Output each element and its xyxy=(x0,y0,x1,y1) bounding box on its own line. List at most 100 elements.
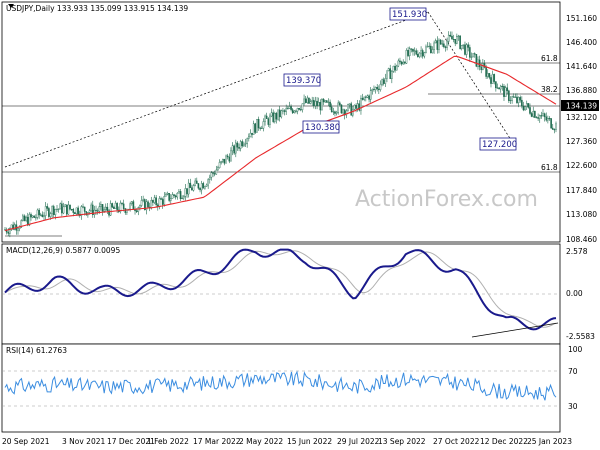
svg-text:151.930: 151.930 xyxy=(392,10,427,20)
candle xyxy=(246,138,248,144)
candle xyxy=(413,50,416,52)
macd-plot xyxy=(4,248,559,338)
candle xyxy=(366,95,369,98)
candle xyxy=(189,182,192,188)
candle xyxy=(360,97,362,111)
candle xyxy=(412,48,414,52)
candle xyxy=(358,103,361,111)
rising-trendline xyxy=(4,11,429,168)
y-tick: 141.640 xyxy=(566,62,597,71)
candle xyxy=(407,50,409,56)
x-tick: 3 Nov 2021 xyxy=(62,437,105,446)
candle xyxy=(90,204,92,211)
x-tick: 15 Jun 2022 xyxy=(287,437,332,446)
y-tick: 132.120 xyxy=(566,113,597,122)
candle xyxy=(478,59,481,68)
candle xyxy=(335,112,338,114)
candle xyxy=(454,39,457,44)
candle xyxy=(121,202,123,205)
candle xyxy=(155,197,157,206)
x-tick: 1 Feb 2022 xyxy=(147,437,189,446)
candle xyxy=(490,77,492,84)
candle xyxy=(230,150,232,162)
candle xyxy=(491,74,494,84)
panel-menu-icon[interactable] xyxy=(8,4,14,8)
candle xyxy=(186,188,188,195)
candle xyxy=(330,106,333,113)
rsi-panel xyxy=(1,343,561,433)
candle xyxy=(74,212,76,215)
candle xyxy=(166,193,169,195)
candle xyxy=(140,200,143,206)
candle xyxy=(169,198,172,201)
candle xyxy=(7,231,10,234)
x-tick: 25 Jan 2023 xyxy=(527,437,572,446)
candle xyxy=(493,74,496,82)
candle xyxy=(249,132,252,138)
candle xyxy=(9,228,11,234)
candle xyxy=(511,96,513,101)
candle xyxy=(296,107,299,112)
candle xyxy=(88,210,91,213)
candle xyxy=(204,186,206,189)
rsi-plot xyxy=(4,370,557,401)
x-tick: 17 Dec 2021 xyxy=(107,437,155,446)
candle xyxy=(220,161,222,163)
candle xyxy=(352,108,354,116)
candle xyxy=(152,200,154,203)
candle xyxy=(62,206,65,214)
macd-line xyxy=(4,248,557,331)
candle xyxy=(433,42,435,50)
candle xyxy=(184,188,187,197)
candle xyxy=(512,96,515,98)
candle xyxy=(275,113,278,120)
candle xyxy=(218,162,221,168)
candle xyxy=(44,206,47,216)
candle xyxy=(469,47,471,58)
y-tick: 117.840 xyxy=(566,186,597,195)
candle xyxy=(389,68,392,79)
candle xyxy=(82,206,84,208)
candle xyxy=(72,209,75,213)
candle xyxy=(259,127,261,129)
candle xyxy=(543,113,546,118)
candle xyxy=(337,102,340,113)
candle xyxy=(553,129,556,131)
candle xyxy=(194,180,196,186)
candle xyxy=(415,50,418,55)
candle xyxy=(426,46,429,48)
candle xyxy=(69,204,71,210)
candle xyxy=(274,113,276,122)
candle xyxy=(387,68,390,72)
candle xyxy=(202,183,205,189)
candle xyxy=(85,211,88,216)
candle xyxy=(132,201,135,210)
candle xyxy=(67,204,70,215)
candle xyxy=(267,118,270,125)
candle xyxy=(145,201,148,211)
y-tick: 151.160 xyxy=(566,14,597,23)
candle xyxy=(431,49,434,54)
candle xyxy=(83,206,86,212)
candle xyxy=(470,56,473,58)
candle xyxy=(480,66,483,70)
candle xyxy=(339,102,341,106)
candle xyxy=(205,184,208,187)
candle xyxy=(244,143,247,145)
candle xyxy=(374,87,377,90)
candle xyxy=(98,206,101,212)
candle xyxy=(314,100,317,107)
candle xyxy=(103,209,105,212)
candle xyxy=(278,109,281,118)
candle xyxy=(51,206,53,214)
candle xyxy=(423,52,426,57)
candle xyxy=(108,210,110,216)
candle xyxy=(54,209,57,215)
candle xyxy=(238,147,240,149)
candle xyxy=(147,201,149,208)
candle xyxy=(516,96,518,104)
candle xyxy=(534,111,536,118)
candle xyxy=(178,191,180,194)
price-plot xyxy=(2,11,560,238)
x-tick: 13 Sep 2022 xyxy=(378,437,426,446)
